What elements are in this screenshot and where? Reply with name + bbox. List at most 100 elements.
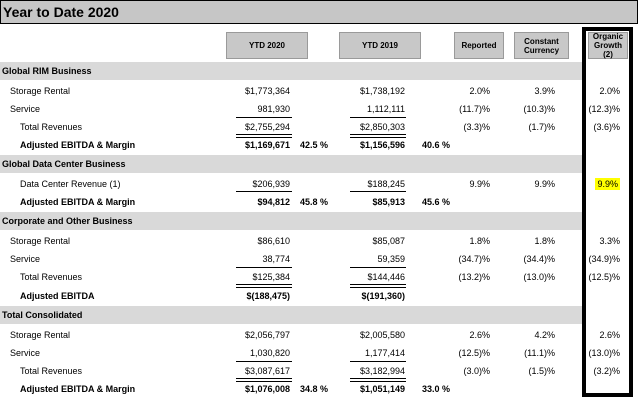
double-underline (350, 284, 406, 288)
value-reported: (3.0)% (463, 366, 490, 376)
ebitda-ytd-2020: $(188,475) (246, 291, 290, 301)
section-header-data-center: Global Data Center Business (0, 155, 582, 173)
value-reported: (11.7)% (459, 104, 490, 114)
value-ytd-2020: $206,939 (252, 179, 290, 189)
ebitda-margin-2019: 45.6 % (422, 197, 451, 207)
value-constant: (1.7)% (528, 122, 555, 132)
value-organic: 2.0% (599, 86, 620, 96)
ebitda-margin-2020: 34.8 % (300, 384, 329, 394)
ebitda-label: Adjusted EBITDA & Margin (20, 140, 136, 150)
value-ytd-2020: $125,384 (252, 272, 290, 282)
underline (350, 191, 406, 192)
ebitda-ytd-2020: $94,812 (257, 197, 290, 207)
header-ytd-2020: YTD 2020 (226, 32, 308, 59)
value-constant: (10.3)% (523, 104, 555, 114)
row-label: Storage Rental (10, 236, 71, 246)
highlight-marker: 9.9% (595, 178, 620, 190)
value-reported: 2.6% (469, 330, 490, 340)
ebitda-label: Adjusted EBITDA & Margin (20, 197, 136, 207)
value-ytd-2019: 59,359 (377, 254, 405, 264)
value-ytd-2020: 1,030,820 (249, 348, 290, 358)
title-bar: Year to Date 2020 (0, 0, 638, 24)
value-organic: 2.6% (599, 330, 620, 340)
double-underline (236, 134, 292, 138)
value-ytd-2019: $2,850,303 (359, 122, 405, 132)
ebitda-ytd-2019: $85,913 (372, 197, 405, 207)
value-constant: (13.0)% (523, 272, 555, 282)
header-constant-currency: Constant Currency (514, 32, 569, 59)
section-header-rim: Global RIM Business (0, 62, 582, 80)
underline (350, 361, 406, 362)
ebitda-ytd-2020: $1,169,671 (244, 140, 290, 150)
ebitda-margin-2019: 33.0 % (422, 384, 451, 394)
underline (350, 117, 406, 118)
value-reported: 2.0% (469, 86, 490, 96)
value-ytd-2020: 981,930 (257, 104, 290, 114)
header-reported: Reported (454, 32, 504, 59)
value-reported: 9.9% (469, 179, 490, 189)
value-organic-highlighted: 9.9% (580, 178, 620, 190)
value-constant: (11.1)% (524, 348, 555, 358)
ebitda-margin-2019: 40.6 % (422, 140, 451, 150)
value-ytd-2019: $3,182,994 (359, 366, 405, 376)
ebitda-ytd-2019: $1,156,596 (359, 140, 405, 150)
value-organic: (3.6)% (593, 122, 620, 132)
value-reported: (34.7)% (458, 254, 490, 264)
ebitda-ytd-2019: $1,051,149 (359, 384, 405, 394)
value-constant: (34.4)% (523, 254, 555, 264)
value-ytd-2020: $2,755,294 (244, 122, 290, 132)
value-organic: (3.2)% (593, 366, 620, 376)
row-label: Total Revenues (20, 122, 83, 132)
page-title: Year to Date 2020 (3, 4, 119, 20)
value-organic: (34.9)% (588, 254, 620, 264)
value-organic: (12.3)% (588, 104, 620, 114)
underline (350, 267, 406, 268)
double-underline (236, 284, 292, 288)
section-header-corporate: Corporate and Other Business (0, 212, 582, 230)
double-underline (350, 134, 406, 138)
value-organic: (12.5)% (588, 272, 620, 282)
value-ytd-2020: $2,056,797 (244, 330, 290, 340)
value-constant: (1.5)% (528, 366, 555, 376)
row-label: Total Revenues (20, 366, 83, 376)
row-label: Data Center Revenue (1) (20, 179, 121, 189)
value-constant: 9.9% (534, 179, 555, 189)
value-constant: 1.8% (534, 236, 555, 246)
value-ytd-2020: $3,087,617 (244, 366, 290, 376)
value-ytd-2019: $144,446 (367, 272, 405, 282)
value-organic: (13.0)% (588, 348, 620, 358)
value-ytd-2019: $188,245 (367, 179, 405, 189)
section-header-total: Total Consolidated (0, 306, 582, 324)
value-reported: 1.8% (469, 236, 490, 246)
value-ytd-2019: $1,738,192 (359, 86, 405, 96)
value-ytd-2019: 1,112,111 (366, 104, 405, 114)
header-organic-growth: Organic Growth (2) (588, 32, 628, 59)
value-ytd-2020: $1,773,364 (244, 86, 290, 96)
value-ytd-2020: 38,774 (262, 254, 290, 264)
row-label: Service (10, 254, 41, 264)
value-constant: 3.9% (534, 86, 555, 96)
ebitda-label: Adjusted EBITDA & Margin (20, 384, 136, 394)
double-underline (350, 378, 406, 382)
value-ytd-2019: 1,177,414 (364, 348, 405, 358)
underline (236, 361, 292, 362)
header-ytd-2019: YTD 2019 (339, 32, 421, 59)
row-label: Service (10, 104, 41, 114)
underline (236, 191, 292, 192)
ebitda-ytd-2020: $1,076,008 (244, 384, 290, 394)
row-label: Storage Rental (10, 330, 71, 340)
row-label: Total Revenues (20, 272, 83, 282)
double-underline (236, 378, 292, 382)
value-reported: (12.5)% (458, 348, 490, 358)
ebitda-ytd-2019: $(191,360) (361, 291, 405, 301)
ebitda-label: Adjusted EBITDA (20, 291, 95, 301)
value-reported: (13.2)% (458, 272, 490, 282)
value-constant: 4.2% (534, 330, 555, 340)
underline (236, 267, 292, 268)
value-ytd-2019: $2,005,580 (359, 330, 405, 340)
value-ytd-2020: $86,610 (257, 236, 290, 246)
value-reported: (3.3)% (463, 122, 490, 132)
row-label: Storage Rental (10, 86, 71, 96)
ebitda-margin-2020: 42.5 % (300, 140, 329, 150)
ebitda-margin-2020: 45.8 % (300, 197, 329, 207)
